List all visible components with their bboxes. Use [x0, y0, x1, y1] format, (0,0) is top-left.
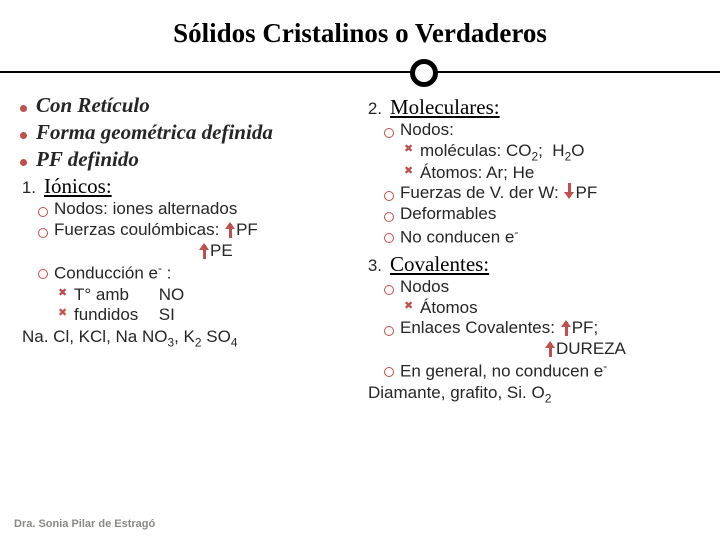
item-moleculas: moléculas: CO2; H2O — [364, 141, 702, 163]
heading-covalentes: 3. Covalentes: — [364, 252, 702, 277]
footer-author: Dra. Sonia Pilar de Estragó — [14, 518, 155, 530]
item-dureza: DUREZA — [364, 339, 702, 359]
slide-title: Sólidos Cristalinos o Verdaderos — [0, 0, 720, 57]
heading-ionicos-text: Iónicos: — [44, 174, 112, 199]
bullet-reticulo: Con Retículo — [18, 93, 352, 118]
conduccion-label: Conducción e — [54, 264, 158, 283]
heading-covalentes-text: Covalentes: — [390, 252, 489, 277]
item-nodos-iones: Nodos: iones alternados — [18, 199, 352, 219]
heading-ionicos: 1. Iónicos: — [18, 174, 352, 199]
item-conduccion: Conducción e- : — [18, 261, 352, 284]
fuerzas-coulomb-label: Fuerzas coulómbicas: — [54, 220, 219, 239]
item-noconducen-cov: En general, no conducen e- — [364, 359, 702, 382]
item-deformables: Deformables — [364, 204, 702, 224]
bullet-forma: Forma geométrica definida — [18, 120, 352, 145]
right-column: 2. Moleculares: Nodos: moléculas: CO2; H… — [360, 93, 702, 405]
dureza-text: DUREZA — [556, 339, 626, 358]
item-nodos-cov: Nodos — [364, 277, 702, 297]
arrow-up-icon — [560, 318, 572, 336]
fundidos-val: SI — [159, 305, 175, 324]
divider-line — [0, 71, 720, 73]
enlaces-pf: PF; — [572, 318, 598, 337]
divider-circle — [410, 59, 438, 87]
content-columns: Con Retículo Forma geométrica definida P… — [0, 87, 720, 405]
item-pe: PE — [18, 241, 352, 261]
num-1: 1. — [18, 178, 36, 198]
covalentes-examples: Diamante, grafito, Si. O2 — [364, 383, 702, 405]
arrow-up-icon — [198, 241, 210, 259]
left-column: Con Retículo Forma geométrica definida P… — [18, 93, 360, 405]
item-nodos-mol: Nodos: — [364, 120, 702, 140]
num-2: 2. — [364, 99, 382, 119]
vdw-pf: PF — [575, 183, 597, 202]
arrow-down-icon — [563, 183, 575, 201]
arrow-up-icon — [544, 339, 556, 357]
ionicos-examples: Na. Cl, KCl, Na NO3, K2 SO4 — [18, 327, 352, 349]
fundidos-label: fundidos — [74, 305, 154, 325]
item-fuerzas-coulomb: Fuerzas coulómbicas: PF — [18, 220, 352, 240]
enlaces-label: Enlaces Covalentes: — [400, 318, 555, 337]
item-fundidos: fundidos SI — [18, 305, 352, 325]
pf-text: PF — [236, 220, 258, 239]
item-enlaces-cov: Enlaces Covalentes: PF; — [364, 318, 702, 338]
item-atomos: Átomos: Ar; He — [364, 163, 702, 183]
item-noconducen-mol: No conducen e- — [364, 225, 702, 248]
item-vdw: Fuerzas de V. der W: PF — [364, 183, 702, 203]
heading-moleculares: 2. Moleculares: — [364, 95, 702, 120]
title-divider — [0, 57, 720, 87]
vdw-label: Fuerzas de V. der W: — [400, 183, 559, 202]
item-tamb: T° amb NO — [18, 285, 352, 305]
num-3: 3. — [364, 256, 382, 276]
tamb-val: NO — [159, 285, 185, 304]
tamb-label: T° amb — [74, 285, 154, 305]
pe-text: PE — [210, 241, 233, 260]
conduccion-colon: : — [162, 264, 171, 283]
item-atomos-cov: Átomos — [364, 298, 702, 318]
arrow-up-icon — [224, 220, 236, 238]
heading-moleculares-text: Moleculares: — [390, 95, 500, 120]
bullet-pf: PF definido — [18, 147, 352, 172]
